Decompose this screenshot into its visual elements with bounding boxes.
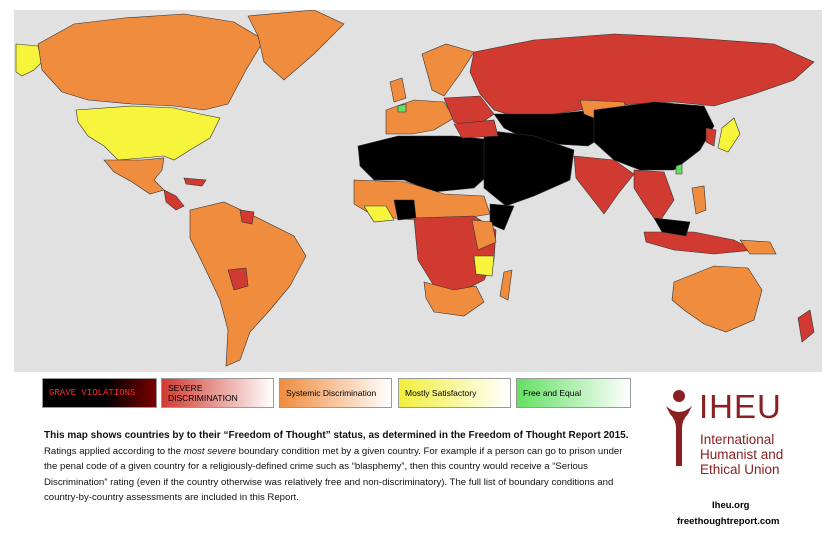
region-new-zealand — [797, 309, 815, 343]
logo-line-1: International — [700, 432, 775, 447]
link-freethoughtreport[interactable]: freethoughtreport.com — [677, 516, 780, 527]
region-india — [573, 155, 635, 215]
legend-free-and-equal: Free and Equal — [516, 378, 631, 408]
region-philippines — [691, 185, 707, 215]
region-mexico — [103, 157, 165, 195]
region-korea — [705, 127, 717, 147]
world-map-svg — [14, 10, 822, 372]
region-southern-africa — [423, 281, 485, 317]
caption-p1-emphasis: most severe — [183, 445, 236, 457]
caption-p1: Ratings applied according to the — [44, 445, 184, 457]
region-russia — [469, 33, 815, 117]
logo-wordmark: IHEU — [699, 388, 782, 425]
link-iheu-org[interactable]: Iheu.org — [712, 500, 750, 511]
region-belgium-netherlands — [397, 103, 407, 113]
region-japan — [717, 117, 741, 153]
logo-line-3: Ethical Union — [700, 462, 780, 477]
region-somalia — [489, 203, 515, 231]
region-bolivia — [227, 267, 249, 291]
region-taiwan — [675, 163, 683, 175]
region-central-america — [163, 189, 185, 211]
legend-free-label: Free and Equal — [523, 388, 582, 398]
caption-p1-rest: boundary condition met by a given countr… — [44, 445, 623, 504]
world-map — [14, 10, 822, 372]
region-east-africa — [471, 219, 497, 251]
region-nigeria — [393, 199, 417, 221]
region-malaysia — [653, 217, 691, 237]
legend-grave-violations: GRAVE VIOLATIONS — [42, 378, 157, 408]
region-guyana — [239, 209, 255, 225]
legend-mostly-satisfactory: Mostly Satisfactory — [398, 378, 511, 408]
region-usa — [75, 105, 221, 161]
region-uk — [389, 77, 407, 103]
legend-systemic-discrimination: Systemic Discrimination — [279, 378, 392, 408]
logo-line-2: Humanist and — [700, 447, 784, 462]
region-greenland — [247, 10, 345, 81]
region-north-africa — [357, 135, 495, 193]
region-madagascar — [499, 269, 513, 301]
region-indonesia — [643, 231, 756, 255]
region-canada — [37, 13, 265, 111]
region-middle-east — [483, 129, 575, 207]
map-caption: This map shows countries by to their “Fr… — [44, 428, 638, 506]
logo-subtitle: International Humanist and Ethical Union — [700, 432, 783, 477]
legend-severe-discrimination: SEVERE DISCRIMINATION — [161, 378, 274, 408]
humanist-figure-icon — [666, 390, 692, 466]
legend-mostly-label: Mostly Satisfactory — [405, 388, 477, 398]
region-turkey — [453, 119, 499, 139]
region-png — [739, 239, 777, 255]
region-alaska — [15, 43, 43, 77]
legend-severe-label: SEVERE DISCRIMINATION — [168, 383, 238, 403]
region-china — [593, 101, 715, 171]
legend-grave-label: GRAVE VIOLATIONS — [49, 388, 136, 398]
legend-systemic-label: Systemic Discrimination — [286, 388, 377, 398]
region-scandinavia — [421, 43, 475, 97]
region-australia — [671, 265, 763, 333]
caption-lead: This map shows countries by to their “Fr… — [44, 430, 629, 441]
region-cuba — [183, 177, 207, 187]
region-mozambique — [473, 255, 495, 277]
region-west-africa — [363, 205, 395, 223]
caption-body: Ratings applied according to the most se… — [44, 444, 638, 506]
